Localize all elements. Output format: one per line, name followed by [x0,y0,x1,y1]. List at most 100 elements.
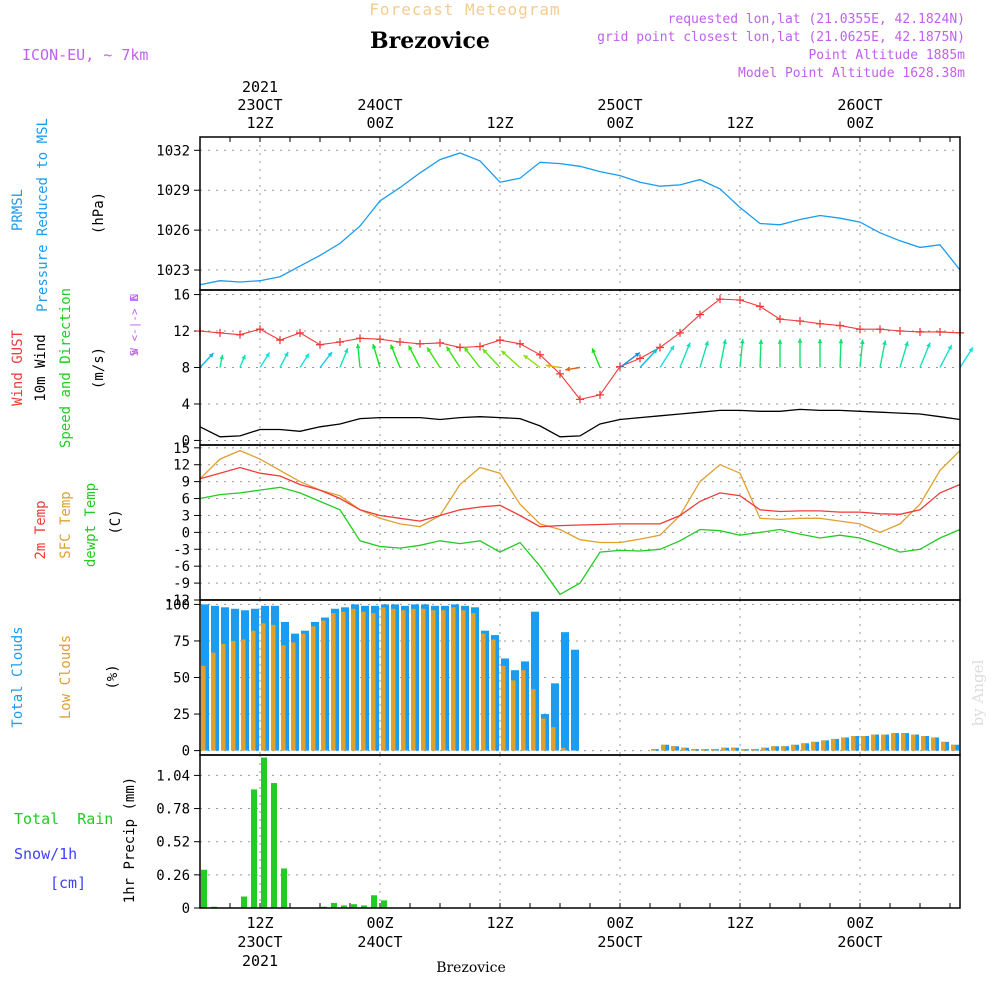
y-tick-label: 16 [173,288,190,304]
low-cloud-bar [411,608,416,751]
y-tick-label: 0 [182,744,190,760]
y-tick-label: 75 [173,634,190,650]
wind-arrow-head [208,353,214,358]
gust-marker [296,328,304,337]
gust-marker [216,328,224,337]
low-cloud-bar [351,608,356,751]
cloud-label: Total Clouds Low Clouds (%) [10,626,121,727]
svg-text:2m Temp: 2m Temp [33,500,49,559]
low-cloud-bar [801,743,806,751]
wind-arrow-head [968,347,973,353]
gust-marker [276,336,284,345]
wind-arrow-head [446,346,451,352]
gust-marker [756,302,764,311]
rain-bar [261,757,267,908]
top-hour-label: 00Z [846,114,873,132]
low-cloud-bar [831,738,836,751]
gust-marker [236,330,244,339]
svg-text:(hPa): (hPa) [91,192,107,234]
wind-arrow-head [926,342,931,348]
wind-arrow-head [722,339,728,345]
wind-arrow-head [355,343,361,349]
bottom-date-label: 26OCT [837,933,882,951]
low-cloud-bar [521,670,526,751]
y-tick-label: -3 [173,542,190,558]
low-cloud-bar [311,626,316,751]
y-tick-label: 0 [182,525,190,541]
wind-arrow [879,340,887,368]
wind-arrow-head [327,352,333,357]
wind-arrow-head [777,339,783,344]
gust-marker [596,390,604,399]
gust-marker [616,362,624,371]
gust-marker [396,337,404,346]
low-cloud-bar [491,639,496,751]
rain-bar [251,789,257,908]
low-cloud-bar [701,749,706,751]
panel-frame-4 [199,754,961,909]
low-cloud-bar [261,623,266,751]
model-point-altitude: Model Point Altitude 1628.38m [738,66,965,81]
wind-arrow-head [501,350,507,356]
gust-marker [496,336,504,345]
top-hour-label: 12Z [726,114,753,132]
top-date-label: 24OCT [357,96,402,114]
wind-arrow-head [523,355,529,360]
panel-frame-0 [199,136,961,291]
svg-text:Snow/1h: Snow/1h [14,845,77,863]
low-cloud-bar [431,610,436,751]
total-cloud-bar [571,649,579,751]
requested-coords: requested lon,lat (21.0355E, 42.1824N) [668,12,965,27]
low-cloud-bar [471,613,476,751]
precip-label: Total Rain Snow/1h [cm] 1hr Precip (mm) [14,777,138,903]
bottom-hour-label: 00Z [606,914,633,932]
wind-arrow-head [704,340,709,346]
low-cloud-bar [201,665,206,751]
low-cloud-bar [281,645,286,751]
svg-text:PRMSL: PRMSL [10,189,26,231]
y-tick-label: 0 [182,901,190,917]
y-tick-label: 1032 [156,143,190,159]
plot-area: 10231026102910320481216-12-9-6-303691215… [156,78,974,970]
low-cloud-bar [871,734,876,751]
rain-bar [281,868,287,908]
wind-arrow [839,338,842,368]
wind-arrow-head [838,338,844,344]
low-cloud-bar [481,633,486,751]
gust-marker [736,296,744,305]
low-cloud-bar [341,611,346,751]
y-tick-label: 3 [182,508,190,524]
model-name: ICON-EU, ~ 7km [22,46,148,64]
low-cloud-bar [811,741,816,751]
low-cloud-bar [561,747,566,751]
gust-marker [556,369,564,378]
wind-arrow-head [283,351,289,357]
gust-marker [456,343,464,352]
wind-arrow-head [265,352,270,358]
gust-marker [776,315,784,324]
wind-arrow [759,339,762,368]
wind-arrow-head [758,339,764,344]
low-cloud-bar [291,642,296,751]
low-cloud-bar [651,749,656,751]
bottom-hour-label: 00Z [366,914,393,932]
bottom-date-label: 24OCT [357,933,402,951]
wind-arrow-head [482,348,488,354]
gust-marker [796,317,804,325]
low-cloud-bar [721,747,726,751]
low-cloud-bar [511,680,516,751]
low-cloud-bar [461,610,466,751]
svg-text:[cm]: [cm] [50,874,86,892]
rain-bar [381,900,387,908]
gust-marker [936,327,944,336]
y-tick-label: 1029 [156,183,190,199]
svg-text:1hr Precip (mm): 1hr Precip (mm) [122,777,138,903]
low-cloud-bar [731,747,736,751]
wind-arrow-head [882,340,887,346]
bottom-year-label: 2021 [242,952,278,970]
rain-bar [351,904,357,908]
svg-text:Low Clouds: Low Clouds [58,635,74,719]
bottom-hour-label: 12Z [726,914,753,932]
gust-marker [876,325,884,334]
wind-arrow [919,342,931,368]
